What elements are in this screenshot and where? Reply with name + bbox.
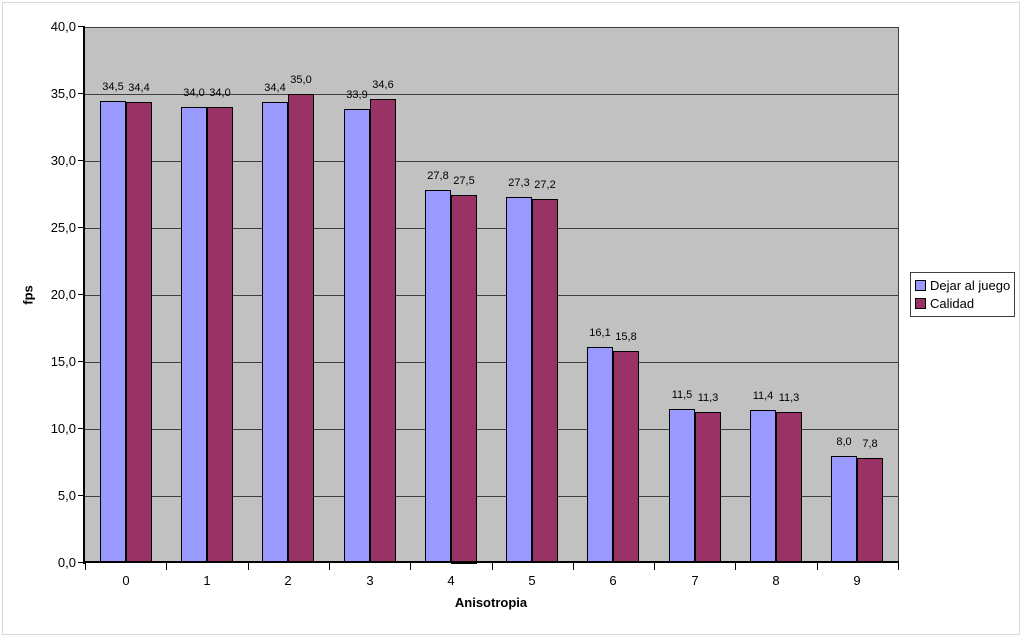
y-tick-mark bbox=[78, 227, 85, 228]
x-tick-mark bbox=[654, 563, 655, 570]
legend-label-series2: Calidad bbox=[930, 296, 975, 311]
legend-swatch-series2-icon bbox=[915, 298, 926, 309]
gridline bbox=[85, 27, 898, 28]
gridline bbox=[85, 161, 898, 162]
bar-value-label: 27,8 bbox=[427, 170, 449, 182]
bar-series2 bbox=[288, 94, 314, 563]
x-category-label: 9 bbox=[853, 573, 861, 588]
y-tick-label: 30,0 bbox=[50, 153, 76, 168]
legend-label-series1: Dejar al juego bbox=[930, 278, 1011, 293]
y-tick-mark bbox=[78, 294, 85, 295]
x-axis-line bbox=[83, 561, 899, 563]
bar-value-label: 34,4 bbox=[128, 82, 150, 94]
x-axis-title: Anisotropia bbox=[454, 595, 528, 610]
x-tick-mark bbox=[85, 563, 86, 570]
legend-item: Calidad bbox=[915, 296, 1013, 311]
legend-swatch-series1-icon bbox=[915, 280, 926, 291]
x-category-label: 0 bbox=[122, 573, 130, 588]
x-tick-mark bbox=[735, 563, 736, 570]
bar-value-label: 34,6 bbox=[372, 79, 394, 91]
x-category-label: 3 bbox=[366, 573, 374, 588]
bar-value-label: 7,8 bbox=[862, 438, 878, 450]
x-tick-mark bbox=[248, 563, 249, 570]
bar-value-label: 16,1 bbox=[589, 327, 611, 339]
x-tick-mark bbox=[410, 563, 411, 570]
x-category-label: 6 bbox=[609, 573, 617, 588]
bar-value-label: 11,4 bbox=[752, 390, 774, 402]
bar-series2 bbox=[126, 102, 152, 563]
bar-value-label: 34,0 bbox=[209, 87, 231, 99]
bar-value-label: 15,8 bbox=[615, 331, 637, 343]
bar-value-label: 33,9 bbox=[346, 89, 368, 101]
bar-series2 bbox=[451, 195, 477, 564]
x-tick-mark bbox=[898, 563, 899, 570]
gridline bbox=[85, 228, 898, 229]
legend-item: Dejar al juego bbox=[915, 278, 1013, 293]
x-tick-mark bbox=[329, 563, 330, 570]
x-category-label: 2 bbox=[284, 573, 292, 588]
bar-series1 bbox=[506, 197, 532, 563]
bar-series1 bbox=[669, 409, 695, 563]
y-tick-label: 25,0 bbox=[50, 220, 76, 235]
y-tick-label: 10,0 bbox=[50, 421, 76, 436]
y-tick-mark bbox=[78, 495, 85, 496]
bar-series2 bbox=[695, 412, 721, 563]
y-tick-mark bbox=[78, 26, 85, 27]
y-tick-label: 15,0 bbox=[50, 354, 76, 369]
x-tick-mark bbox=[166, 563, 167, 570]
bar-value-label: 34,0 bbox=[183, 87, 205, 99]
x-tick-mark bbox=[817, 563, 818, 570]
bar-series1 bbox=[100, 101, 126, 563]
legend: Dejar al juego Calidad bbox=[910, 272, 1015, 317]
bar-series1 bbox=[262, 102, 288, 563]
y-tick-mark bbox=[78, 93, 85, 94]
y-tick-mark bbox=[78, 562, 85, 563]
bar-series2 bbox=[370, 99, 396, 563]
bar-series1 bbox=[344, 109, 370, 563]
bar-value-label: 11,3 bbox=[697, 392, 719, 404]
x-category-label: 5 bbox=[528, 573, 536, 588]
bar-value-label: 34,4 bbox=[264, 82, 286, 94]
gridline bbox=[85, 429, 898, 430]
y-tick-label: 35,0 bbox=[50, 86, 76, 101]
plot-area: 34,5 34,0 34,4 33,9 27,8 27,3 16,1 11,5 11,4 8,0 3… bbox=[85, 27, 899, 564]
bar-series2 bbox=[776, 412, 802, 563]
bar-value-label: 8,0 bbox=[836, 436, 852, 448]
y-tick-mark bbox=[78, 428, 85, 429]
gridline bbox=[85, 94, 898, 95]
x-tick-mark bbox=[492, 563, 493, 570]
x-category-label: 8 bbox=[772, 573, 780, 588]
x-category-label: 1 bbox=[203, 573, 211, 588]
x-tick-mark bbox=[573, 563, 574, 570]
y-axis-line bbox=[83, 27, 85, 564]
y-tick-mark bbox=[78, 361, 85, 362]
bar-series1 bbox=[181, 107, 207, 563]
y-tick-label: 20,0 bbox=[50, 287, 76, 302]
y-tick-label: 40,0 bbox=[50, 19, 76, 34]
bar-value-label: 34,5 bbox=[102, 81, 124, 93]
gridline bbox=[85, 362, 898, 363]
bar-series1 bbox=[750, 410, 776, 563]
bar-value-label: 11,3 bbox=[778, 392, 800, 404]
x-category-label: 4 bbox=[447, 573, 455, 588]
bar-series2 bbox=[857, 458, 883, 563]
x-category-label: 7 bbox=[691, 573, 699, 588]
bar-series1 bbox=[831, 456, 857, 563]
bar-value-label: 27,2 bbox=[534, 179, 556, 191]
bar-series1 bbox=[425, 190, 451, 563]
gridline bbox=[85, 496, 898, 497]
bar-series2 bbox=[613, 351, 639, 563]
bar-value-label: 35,0 bbox=[290, 74, 312, 86]
gridline bbox=[85, 295, 898, 296]
bar-series1 bbox=[587, 347, 613, 563]
bar-value-label: 27,5 bbox=[453, 175, 475, 187]
y-tick-mark bbox=[78, 160, 85, 161]
y-tick-label: 5,0 bbox=[57, 488, 76, 503]
bar-series2 bbox=[207, 107, 233, 563]
bar-value-label: 27,3 bbox=[508, 177, 530, 189]
y-tick-label: 0,0 bbox=[57, 555, 76, 570]
bar-value-label: 11,5 bbox=[671, 389, 693, 401]
bar-series2 bbox=[532, 199, 558, 563]
